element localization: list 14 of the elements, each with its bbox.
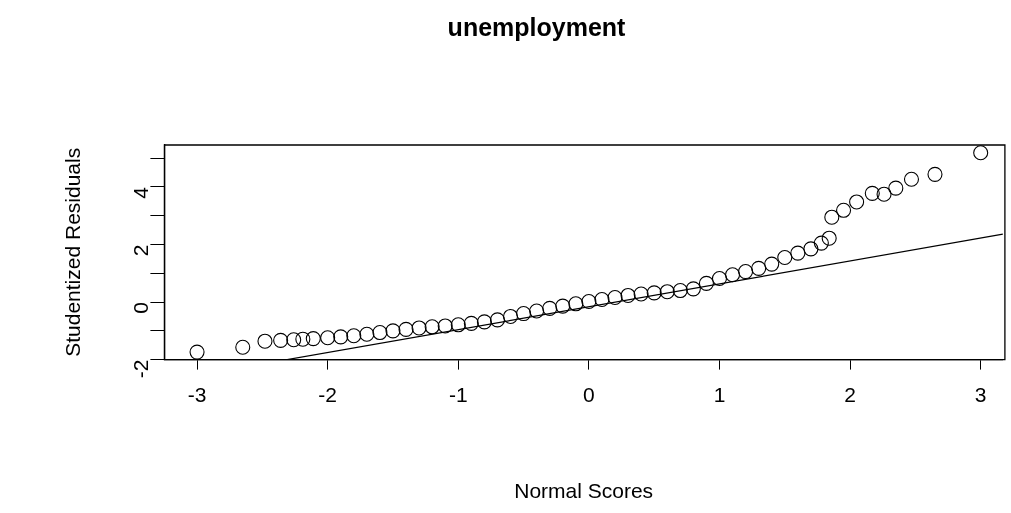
y-tick-label: 0 — [129, 302, 153, 314]
x-tick-label: -1 — [448, 383, 468, 406]
x-tick-label: 1 — [713, 383, 726, 406]
chart-title: unemployment — [447, 12, 627, 41]
x-axis-title: Normal Scores — [514, 479, 654, 503]
y-tick-label: 4 — [129, 186, 153, 199]
y-axis-title: Studentized Residuals — [61, 147, 85, 357]
y-tick-label: -2 — [129, 359, 153, 379]
x-tick-label: 3 — [974, 383, 987, 406]
y-tick-label: 2 — [129, 244, 153, 257]
x-tick-label: -2 — [318, 383, 337, 406]
x-tick-label: 2 — [844, 383, 856, 406]
x-tick-label: -3 — [187, 383, 207, 406]
x-tick-label: 0 — [583, 383, 595, 406]
